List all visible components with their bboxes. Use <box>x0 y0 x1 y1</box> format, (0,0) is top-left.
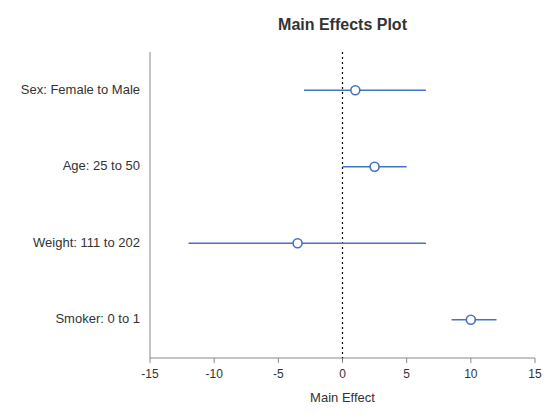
point-estimate <box>466 315 475 324</box>
y-tick-label: Sex: Female to Male <box>21 82 140 97</box>
x-tick <box>470 358 471 363</box>
chart-container: -15 -10 -5 0 5 10 15 Sex: Female to Male Age: 25… <box>0 0 560 420</box>
y-tick-label: Smoker: 0 to 1 <box>55 311 140 326</box>
point-estimate <box>370 162 379 171</box>
x-tick <box>214 358 215 363</box>
x-tick-label: -10 <box>205 367 223 381</box>
interval <box>304 89 426 91</box>
x-tick-label: 10 <box>464 367 478 381</box>
interval <box>189 242 426 244</box>
x-tick <box>535 358 536 363</box>
x-tick <box>342 358 343 363</box>
reference-line <box>342 52 343 358</box>
y-tick-label: Age: 25 to 50 <box>63 158 140 173</box>
x-tick-label: -5 <box>273 367 284 381</box>
point-estimate <box>293 239 302 248</box>
x-tick-label: 15 <box>528 367 542 381</box>
x-tick-label: -15 <box>141 367 159 381</box>
y-tick-label: Weight: 111 to 202 <box>33 235 140 250</box>
y-axis-line <box>150 52 151 358</box>
page: {"chart_data": {"type": "forest", "title… <box>0 0 560 420</box>
x-tick <box>278 358 279 363</box>
x-tick <box>406 358 407 363</box>
x-tick-label: 0 <box>339 367 346 381</box>
chart-svg: -15 -10 -5 0 5 10 15 Sex: Female to Male Age: 25… <box>0 0 560 420</box>
point-estimate <box>351 86 360 95</box>
x-tick <box>150 358 151 363</box>
x-axis-label: Main Effect <box>310 390 375 405</box>
plot-area <box>189 52 497 358</box>
chart-title: Main Effects Plot <box>278 16 408 33</box>
x-tick-label: 5 <box>403 367 410 381</box>
